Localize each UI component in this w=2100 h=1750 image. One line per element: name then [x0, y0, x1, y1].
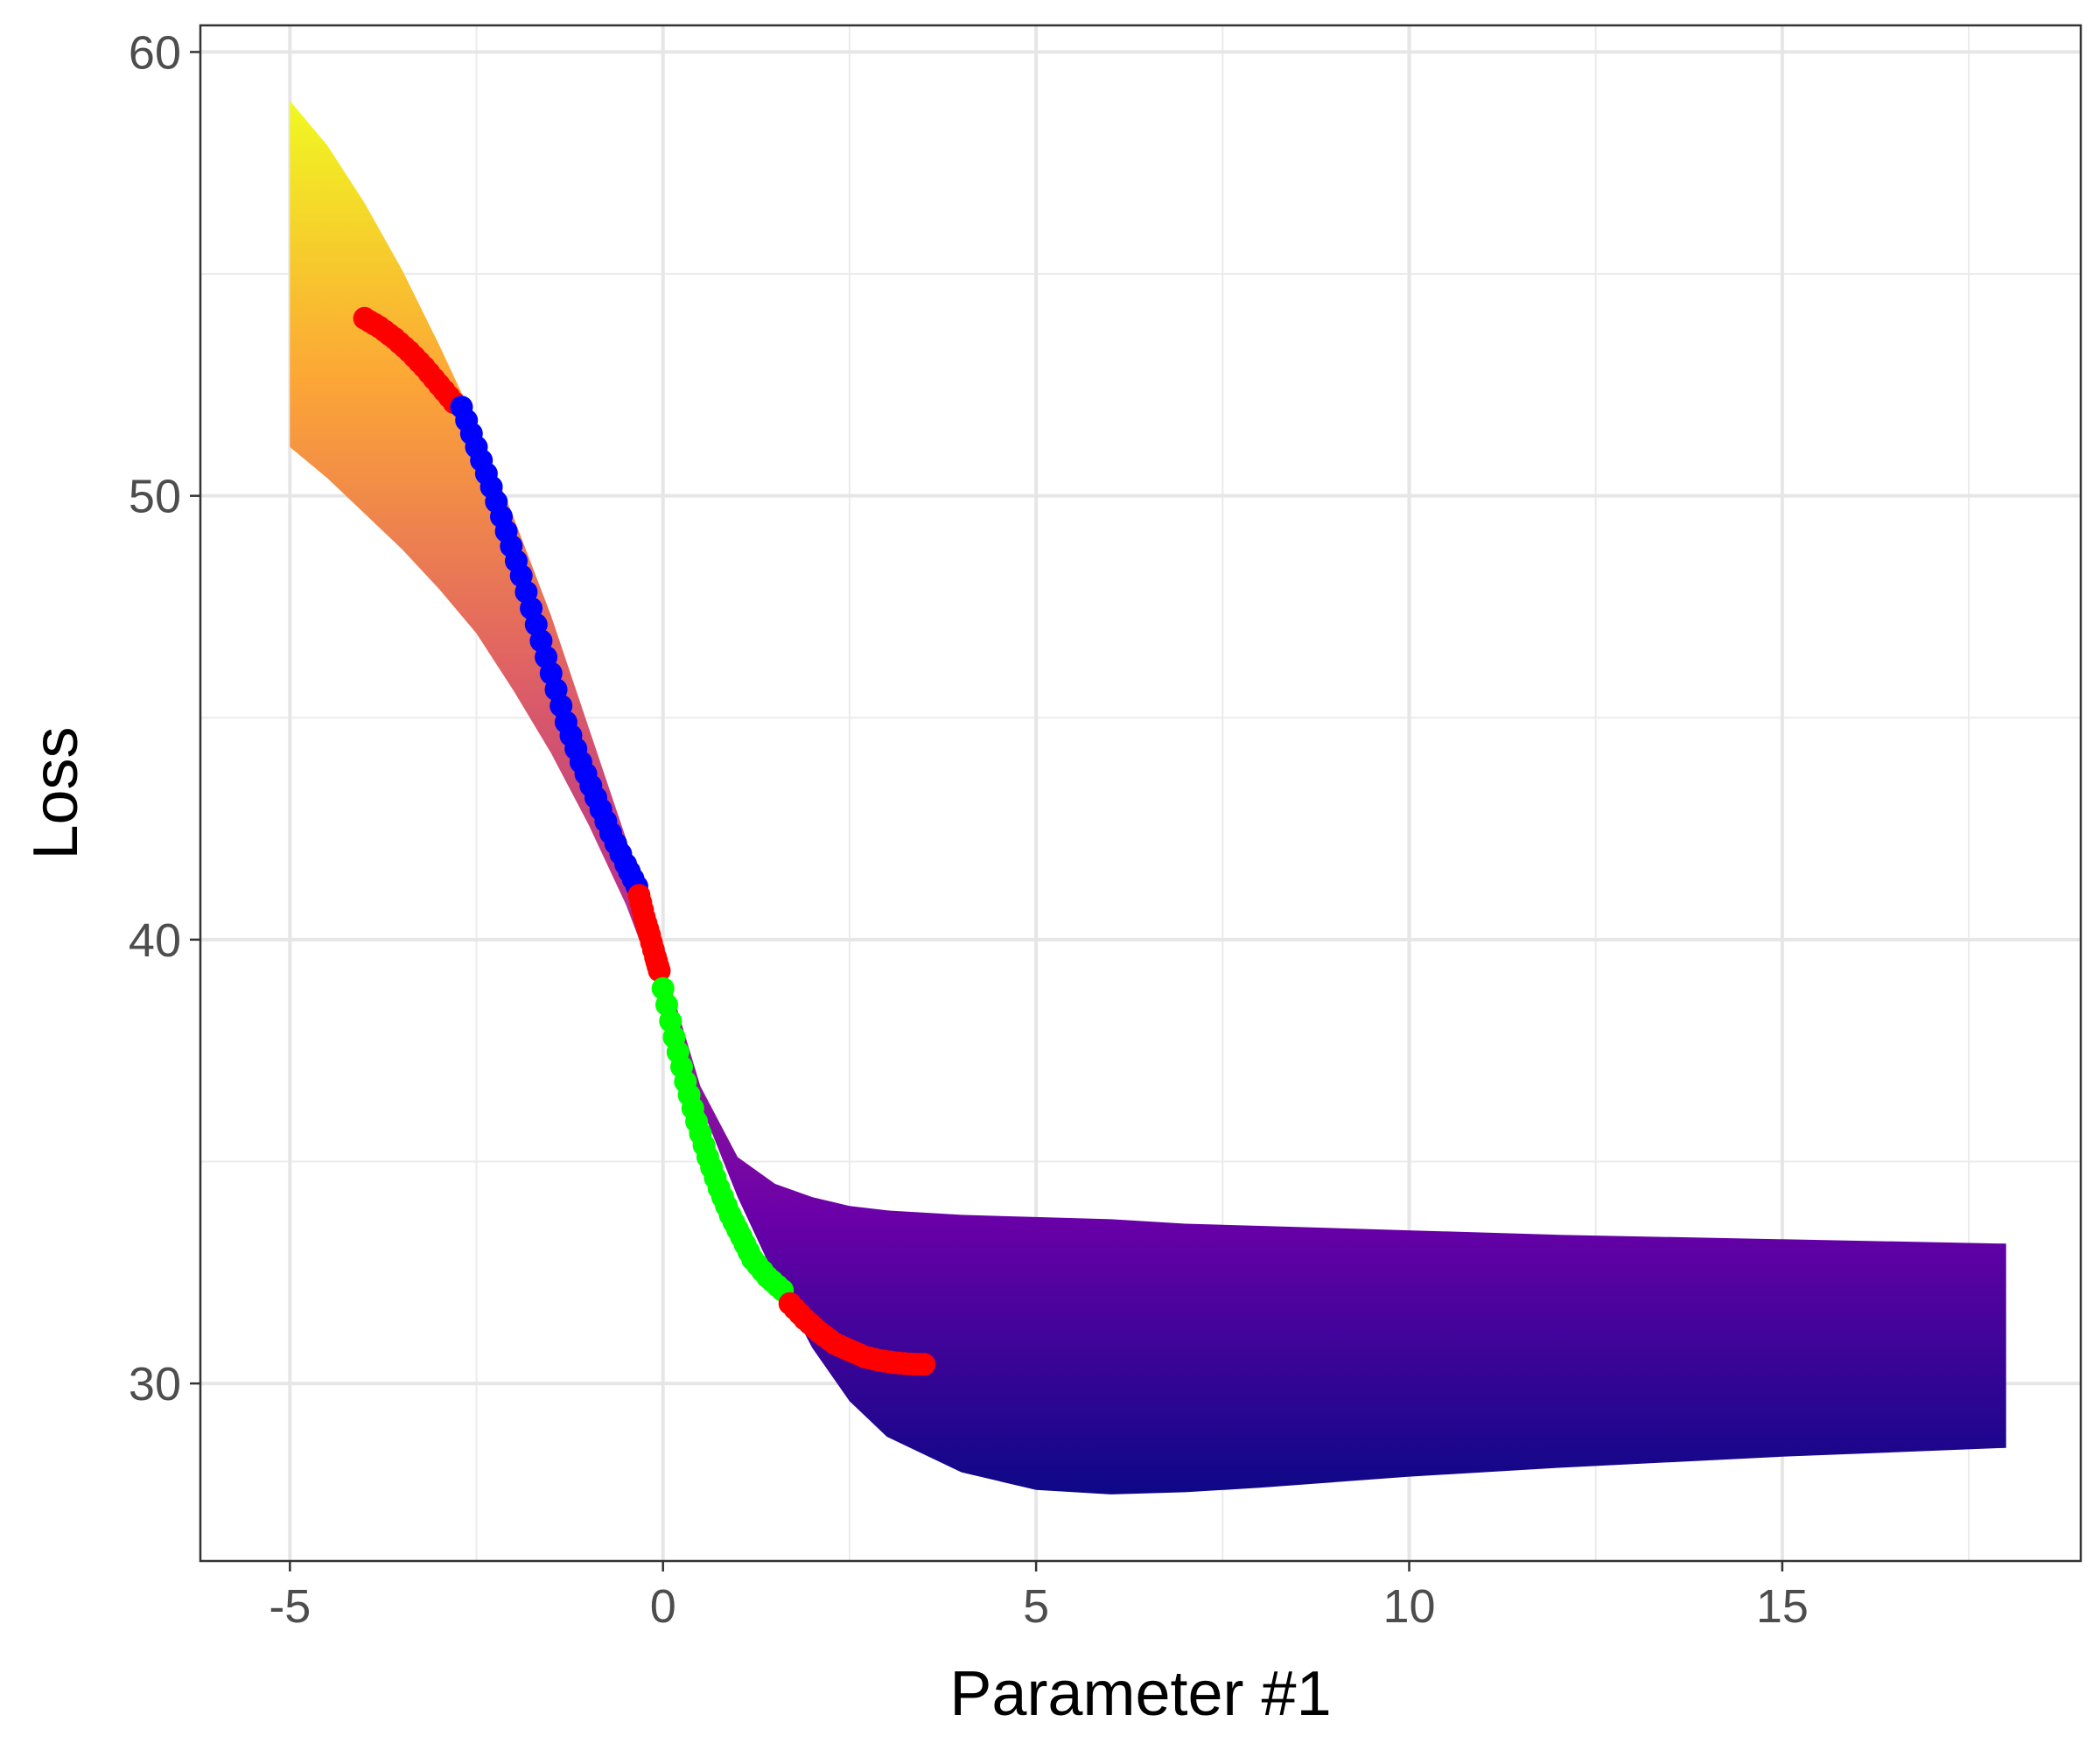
- trajectory-segment: [627, 884, 671, 983]
- trajectory-point: [648, 959, 671, 983]
- x-axis-title: Parameter #1: [949, 1659, 1331, 1729]
- trajectory-segment: [778, 1292, 936, 1376]
- x-tick-label: 15: [1756, 1580, 1809, 1633]
- y-tick-label: 50: [129, 471, 181, 523]
- y-tick-label: 40: [129, 914, 181, 967]
- x-tick-label: -5: [269, 1580, 311, 1633]
- y-axis-title: Loss: [21, 726, 91, 859]
- trajectory-points: [353, 306, 936, 1376]
- x-tick-label: 10: [1382, 1580, 1435, 1633]
- trajectory-segment: [450, 396, 648, 898]
- trajectory-point: [913, 1353, 936, 1376]
- axis-ticks: -5 0 5 10 15 30 40 50 60: [129, 26, 1809, 1633]
- y-tick-label: 30: [129, 1358, 181, 1410]
- x-tick-label: 5: [1023, 1580, 1049, 1633]
- y-tick-label: 60: [129, 26, 181, 79]
- x-tick-label: 0: [650, 1580, 676, 1633]
- trajectory-segment: [651, 976, 794, 1302]
- loss-band-area: [290, 101, 2006, 1494]
- plot-border: [199, 24, 2082, 1563]
